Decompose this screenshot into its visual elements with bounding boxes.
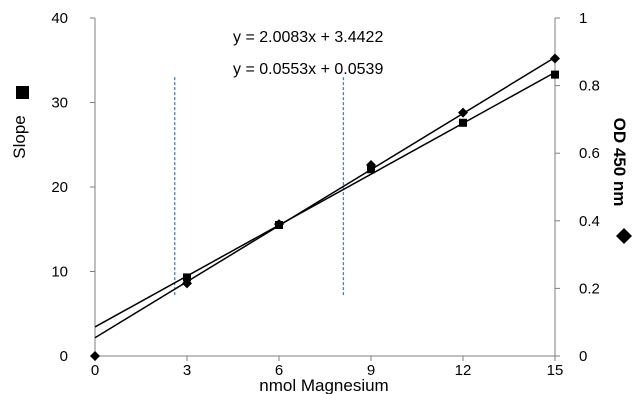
data-point-diamond [182, 278, 192, 289]
trendlines [94, 56, 556, 339]
data-point-square [551, 70, 559, 79]
trendline-right [94, 56, 556, 339]
left-tick-label: 40 [51, 10, 68, 27]
tick-labels: 0 3 6 9 12 15 0 10 20 30 40 0 0.2 0.4 0.6 0.8 1 [51, 10, 600, 379]
right-tick-label: 0 [579, 348, 587, 365]
left-tick-label: 10 [51, 264, 68, 281]
data-point-diamond [90, 351, 100, 361]
right-tick-label: 1 [579, 10, 587, 27]
x-tick-label: 15 [547, 362, 564, 379]
data-points [90, 53, 560, 361]
data-point-diamond [550, 53, 560, 64]
left-axis-legend-square-icon [16, 86, 29, 99]
data-point-diamond [274, 219, 284, 230]
right-tick-label: 0.8 [579, 78, 600, 95]
data-point-diamond [366, 160, 376, 171]
trendline-equation-od: y = 0.0553x + 0.0539 [233, 61, 383, 78]
left-tick-label: 20 [51, 179, 68, 196]
right-tick-label: 0.6 [579, 145, 600, 162]
left-axis-title-group: Slope [10, 115, 29, 158]
reference-lines [174, 77, 345, 297]
left-axis-title: Slope [10, 115, 29, 158]
x-tick-label: 9 [367, 362, 375, 379]
x-tick-label: 3 [183, 362, 191, 379]
x-tick-label: 12 [455, 362, 472, 379]
data-point-square [459, 118, 467, 127]
data-point-diamond [458, 107, 468, 118]
right-axis-title-group: OD 450 nm [610, 118, 629, 207]
right-tick-label: 0.2 [579, 280, 600, 297]
right-tick-label: 0.4 [579, 213, 600, 230]
trendline-equation-slope: y = 2.0083x + 3.4422 [233, 29, 383, 46]
left-tick-label: 30 [51, 95, 68, 112]
right-axis-title: OD 450 nm [610, 118, 629, 207]
x-tick-label: 0 [91, 362, 99, 379]
data-point-square [183, 273, 191, 282]
left-tick-label: 0 [60, 348, 68, 365]
x-axis-title: nmol Magnesium [259, 376, 388, 394]
x-tick-label: 6 [275, 362, 283, 379]
right-axis-legend-diamond-icon [616, 228, 632, 244]
trendline-left [94, 71, 556, 328]
